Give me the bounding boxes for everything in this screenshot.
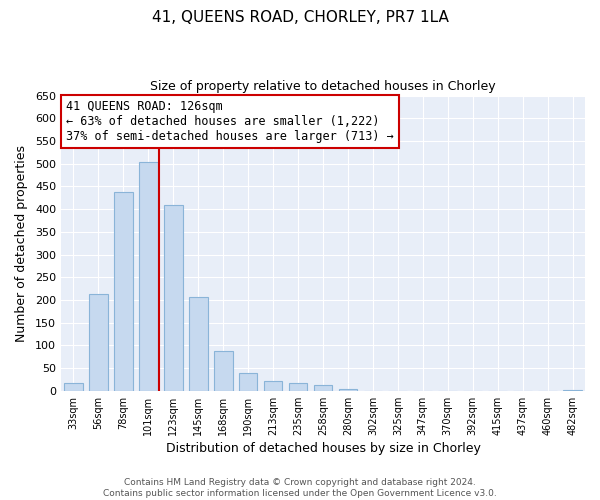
Bar: [289, 382, 307, 391]
Bar: [139, 162, 158, 391]
Bar: [64, 382, 83, 391]
Bar: [263, 381, 283, 391]
Bar: [214, 352, 233, 391]
Bar: [89, 294, 108, 391]
Text: 41 QUEENS ROAD: 126sqm
← 63% of detached houses are smaller (1,222)
37% of semi-: 41 QUEENS ROAD: 126sqm ← 63% of detached…: [66, 100, 394, 143]
Bar: [563, 390, 582, 391]
Text: Contains HM Land Registry data © Crown copyright and database right 2024.
Contai: Contains HM Land Registry data © Crown c…: [103, 478, 497, 498]
Y-axis label: Number of detached properties: Number of detached properties: [15, 144, 28, 342]
X-axis label: Distribution of detached houses by size in Chorley: Distribution of detached houses by size …: [166, 442, 481, 455]
Text: 41, QUEENS ROAD, CHORLEY, PR7 1LA: 41, QUEENS ROAD, CHORLEY, PR7 1LA: [152, 10, 448, 25]
Bar: [164, 204, 182, 391]
Title: Size of property relative to detached houses in Chorley: Size of property relative to detached ho…: [150, 80, 496, 93]
Bar: [239, 372, 257, 391]
Bar: [189, 297, 208, 391]
Bar: [114, 192, 133, 391]
Bar: [338, 388, 357, 391]
Bar: [314, 386, 332, 391]
